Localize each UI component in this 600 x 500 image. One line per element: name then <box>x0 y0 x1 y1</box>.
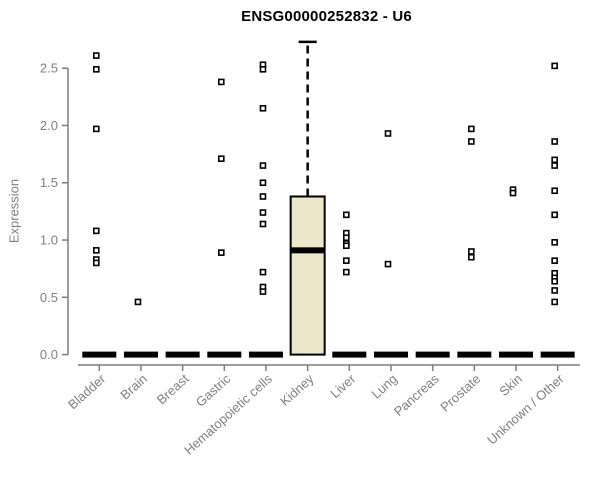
outlier-point <box>259 209 267 216</box>
outlier-point <box>134 298 142 306</box>
outlier-point <box>384 260 392 268</box>
outlier-point <box>551 162 558 169</box>
outlier-point <box>343 211 350 219</box>
outlier-point <box>93 259 100 267</box>
x-category-label: Bladder <box>65 371 109 413</box>
outlier-point <box>468 253 475 261</box>
outlier-point <box>259 193 267 200</box>
outlier-point <box>93 247 100 254</box>
y-tick-label: 1.5 <box>40 175 58 190</box>
y-tick-label: 1.0 <box>40 233 58 248</box>
x-category-label: Lung <box>368 371 400 401</box>
y-tick-label: 0.0 <box>40 347 58 362</box>
outlier-point <box>259 220 267 228</box>
outlier-point <box>551 239 558 246</box>
median-bar <box>165 351 200 358</box>
median-bar <box>290 247 325 254</box>
x-category-label: Breast <box>154 371 192 408</box>
median-bar <box>248 351 283 358</box>
x-category-label: Pancreas <box>391 371 442 419</box>
outlier-point <box>551 138 558 145</box>
outlier-point <box>218 249 225 256</box>
y-tick-label: 2.0 <box>40 118 58 133</box>
x-category-label: Unknown / Other <box>484 371 567 448</box>
outlier-point <box>343 242 350 250</box>
median-bar <box>123 351 158 358</box>
y-tick-label: 0.5 <box>40 290 58 305</box>
outlier-point <box>468 125 475 133</box>
outlier-point <box>551 211 558 219</box>
outlier-point <box>259 162 267 169</box>
x-category-label: Kidney <box>277 371 317 409</box>
outlier-point <box>551 187 558 195</box>
outlier-point <box>93 52 100 59</box>
outlier-point <box>93 125 100 133</box>
outlier-point <box>218 78 225 86</box>
outlier-point <box>551 62 558 70</box>
outlier-point <box>259 288 267 295</box>
median-bar <box>499 351 533 358</box>
outlier-point <box>551 298 558 306</box>
median-bar <box>540 351 575 358</box>
outlier-point <box>259 268 267 276</box>
outlier-point <box>551 287 558 294</box>
x-category-label: Liver <box>327 371 358 401</box>
x-category-label: Brain <box>117 371 150 402</box>
outlier-point <box>259 179 267 187</box>
outlier-point <box>468 138 475 145</box>
median-bar <box>457 351 492 358</box>
outlier-point <box>551 257 558 264</box>
x-category-label: Prostate <box>437 371 483 415</box>
y-tick-label: 2.5 <box>40 61 58 76</box>
outlier-point <box>259 104 267 112</box>
outlier-point <box>468 248 475 255</box>
chart-title: ENSG00000252832 - U6 <box>241 8 412 25</box>
median-bar <box>207 351 242 358</box>
median-bar <box>82 351 117 358</box>
outlier-point <box>551 156 558 164</box>
outlier-point <box>93 66 100 73</box>
outlier-point <box>551 277 558 285</box>
outlier-point <box>384 130 392 137</box>
median-bar <box>332 351 367 358</box>
outlier-point <box>218 155 225 162</box>
outlier-point <box>93 227 100 235</box>
x-category-label: Skin <box>496 371 525 399</box>
outlier-point <box>343 234 350 242</box>
median-bar <box>373 351 408 358</box>
median-bar <box>415 351 450 358</box>
outlier-point <box>343 268 350 276</box>
outlier-point <box>509 189 517 197</box>
box-iqr <box>289 195 326 356</box>
outlier-point <box>259 66 267 73</box>
outlier-point <box>343 257 350 264</box>
